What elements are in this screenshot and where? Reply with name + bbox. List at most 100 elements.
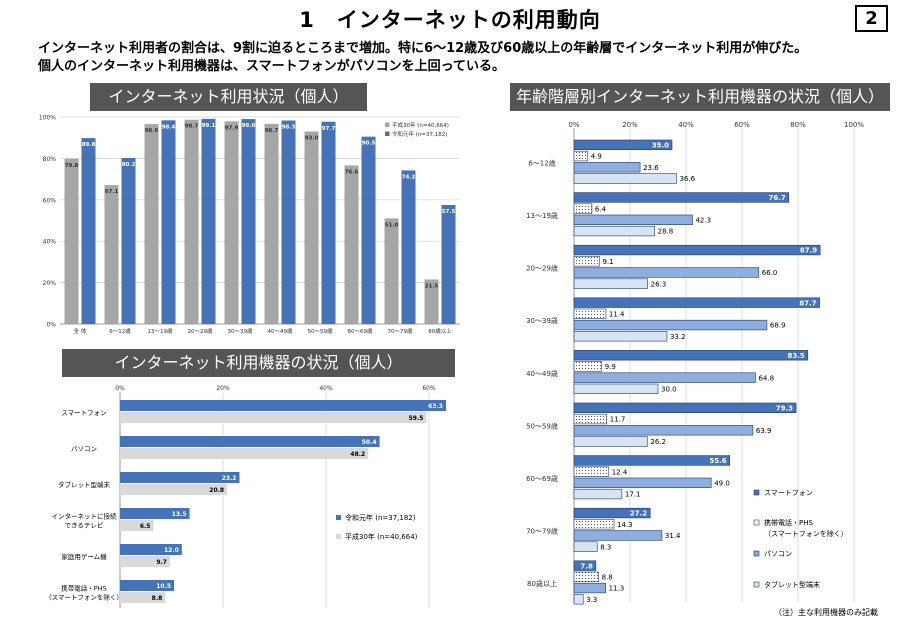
bar [120,592,166,603]
y-tick-label: タブレット型端末 [58,480,111,489]
y-tick-label: 60～69歳 [526,474,558,483]
y-tick-label: 80歳以上 [527,579,557,588]
bar [573,173,677,184]
data-label: 6.5 [140,523,151,530]
bar [573,466,610,477]
data-label: 21.5 [425,283,439,289]
x-tick-label: 6～12歳 [109,327,131,335]
data-label: 28.8 [658,228,674,236]
x-tick-label: 全 体 [74,327,87,335]
data-label: 30.0 [661,386,677,394]
data-label: 79.3 [776,405,793,413]
legend-label: （スマートフォンを除く） [764,529,848,538]
summary-line-2: 個人のインターネット利用機器は、スマートフォンがパソコンを上回っている。 [38,59,505,74]
y-tick-label: 20～29歳 [526,264,558,273]
legend-label: 令和元年 (n=37,182) [345,513,416,522]
bar [161,120,176,324]
data-label: 11.7 [610,416,626,424]
data-label: 7.8 [580,562,593,570]
bar [573,507,651,519]
data-label: 98.3 [282,125,296,131]
y-tick-label: （スマートフォンを除く） [45,593,123,602]
bar [573,560,597,571]
x-tick-label: 40% [678,121,694,129]
data-label: 11.4 [609,311,625,319]
data-label: 27.2 [630,510,647,518]
legend-swatch [385,122,390,127]
bar [573,331,668,342]
data-label: 83.5 [788,352,805,360]
x-tick-label: 40% [319,385,333,392]
y-tick-label: 6～12歳 [528,158,555,167]
data-label: 49.0 [714,480,730,488]
data-label: 68.9 [770,322,786,330]
bar [573,571,599,582]
data-label: 89.8 [82,142,96,148]
data-label: 33.2 [670,333,686,341]
bar [573,203,593,214]
bar [184,119,199,324]
bar [573,278,648,289]
data-label: 55.6 [709,457,726,465]
bar [573,541,598,552]
data-label: 79.8 [65,163,79,169]
y-tick-label: 40～49歳 [526,369,558,378]
data-label: 12.0 [164,547,179,554]
page-number-badge: 2 [855,5,888,32]
bar [241,119,256,324]
data-label: 35.0 [652,142,669,150]
bar [573,383,659,394]
data-label: 26.2 [650,438,666,446]
page-title: 1 インターネットの利用動向 [299,8,601,32]
legend-swatch [385,131,390,136]
legend-label: スマートフォン [764,489,813,497]
data-label: 80.2 [122,162,136,168]
bar [573,436,648,447]
bar [321,121,336,324]
bar [573,455,730,466]
data-label: 96.6 [145,128,159,134]
legend-swatch [753,519,760,526]
bar [573,413,608,425]
data-label: 23.6 [643,164,659,172]
bar [573,225,655,237]
y-tick-label: パソコン [71,445,97,453]
y-tick-label: できるテレビ [65,521,104,530]
legend-label: 平成30年 (n=40,664) [392,121,449,129]
x-tick-label: 0% [568,121,579,129]
y-tick-label: インターネットに接続 [52,512,118,521]
bar [573,402,797,413]
x-tick-label: 20% [216,385,230,392]
bar [573,214,693,225]
data-label: 97.7 [322,126,336,132]
data-label: 99.0 [242,123,256,129]
data-label: 8.3 [600,543,611,551]
legend-swatch [336,534,341,539]
bar [573,530,663,541]
bar [573,477,712,488]
bar [120,580,175,591]
y-tick-label: スマートフォン [61,409,106,417]
bar [361,136,376,324]
bar [121,157,136,324]
data-label: 98.7 [185,124,199,130]
bar [224,121,239,324]
bar [573,594,584,605]
data-label: 13.5 [172,511,187,518]
chart2-title: インターネット利用機器の状況（個人） [62,349,455,377]
bar [573,150,589,162]
data-label: 90.5 [362,141,376,147]
bar [441,204,456,324]
x-tick-label: 50～59歳 [308,327,333,335]
bar [120,448,369,459]
summary-line-1: インターネット利用者の割合は、9割に迫るところまで増加。特に6～12歳及び60歳… [38,41,808,56]
data-label: 12.4 [612,468,628,476]
data-label: 48.2 [350,451,365,458]
chart3-title: 年齢階層別インターネット利用機器の状況（個人） [510,83,890,111]
data-label: 20.8 [209,487,224,494]
y-tick-label: 40% [43,239,57,246]
data-label: 63.3 [428,403,443,410]
bar [120,508,190,519]
bar [573,319,768,331]
x-tick-label: 60% [422,385,436,392]
